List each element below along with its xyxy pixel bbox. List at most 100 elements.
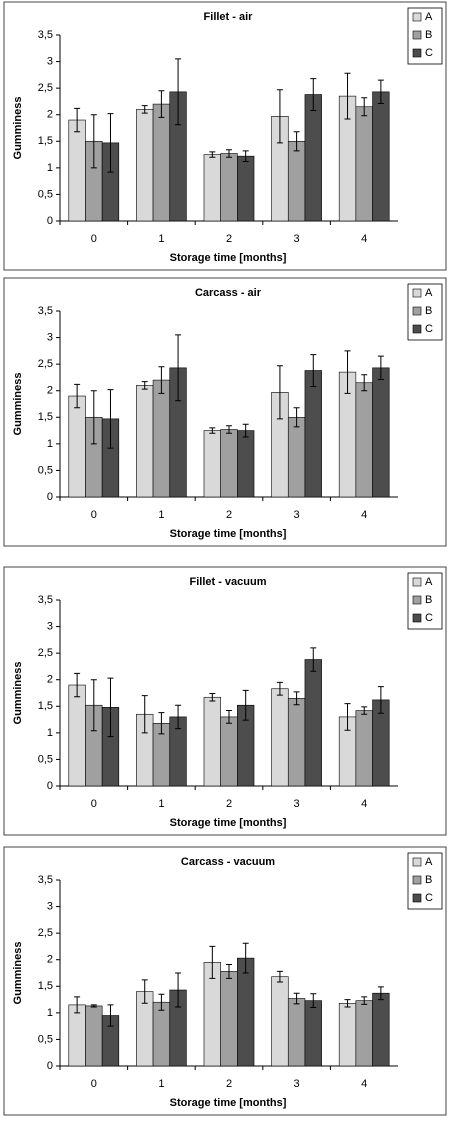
legend-label: A (425, 576, 433, 588)
x-tick-label: 0 (91, 233, 97, 245)
panel-border (3, 1, 447, 271)
legend-label: A (425, 856, 433, 868)
error-bar (310, 647, 317, 672)
y-tick-label: 1 (47, 1007, 53, 1019)
error-bar (175, 334, 182, 402)
error-bar (310, 78, 317, 111)
bar (237, 430, 255, 498)
y-axis-title: Gumminess (12, 662, 24, 725)
bar (304, 659, 322, 787)
bar (220, 153, 238, 222)
x-tick-label: 1 (158, 798, 164, 810)
y-tick-label: 2 (47, 954, 53, 966)
x-tick-label: 1 (158, 1078, 164, 1090)
bar (355, 1000, 373, 1067)
error-bar (361, 706, 368, 715)
x-axis-title: Storage time [months] (170, 817, 287, 829)
error-bar (74, 996, 81, 1014)
y-tick-label: 1,5 (38, 980, 53, 992)
error-bar (158, 366, 165, 394)
error-bar (226, 963, 232, 979)
error-bar (344, 350, 351, 394)
error-bar (226, 425, 232, 434)
bar (287, 998, 306, 1067)
y-tick-label: 3 (47, 620, 53, 632)
bar (355, 106, 373, 222)
bar (203, 154, 221, 222)
y-tick-label: 2 (47, 109, 53, 121)
legend-swatch (412, 30, 422, 40)
error-bar (361, 374, 368, 392)
error-bar (377, 986, 384, 1001)
y-axis-title: Gumminess (12, 942, 24, 1005)
error-bar (293, 131, 300, 152)
y-tick-label: 3,5 (38, 874, 53, 886)
x-tick-label: 1 (158, 233, 164, 245)
chart-title: Carcass - vacuum (181, 856, 275, 868)
error-bar (226, 149, 232, 158)
chart-title: Fillet - air (204, 11, 254, 23)
y-tick-label: 0 (47, 491, 53, 503)
bar (68, 395, 86, 498)
legend-swatch (412, 613, 422, 623)
y-tick-label: 1,5 (38, 135, 53, 147)
error-bar (344, 703, 351, 731)
error-bar (107, 389, 114, 449)
bar (304, 370, 322, 498)
bar (287, 140, 306, 222)
legend-swatch (412, 893, 422, 903)
bar (287, 416, 306, 498)
error-bar (209, 945, 216, 979)
panel-border (3, 566, 447, 836)
error-bar (344, 999, 351, 1008)
x-tick-label: 4 (361, 1078, 367, 1090)
error-bar (293, 407, 300, 428)
error-bar (377, 355, 384, 381)
error-bar (158, 712, 165, 735)
legend-swatch (412, 324, 422, 334)
y-tick-label: 1,5 (38, 700, 53, 712)
bar (220, 971, 238, 1067)
error-bar (209, 151, 216, 158)
y-tick-label: 3,5 (38, 29, 53, 41)
legend-swatch (412, 857, 422, 867)
x-tick-label: 0 (91, 509, 97, 521)
bar (85, 1005, 103, 1067)
y-tick-label: 1,5 (38, 411, 53, 423)
legend-swatch (412, 595, 422, 605)
error-bar (276, 89, 283, 144)
panel-border (3, 277, 447, 547)
legend-swatch (412, 48, 422, 58)
x-tick-label: 0 (91, 1078, 97, 1090)
error-bar (344, 72, 351, 120)
error-bar (158, 90, 165, 118)
bar (237, 957, 255, 1067)
bar (220, 429, 238, 498)
error-bar (242, 689, 249, 721)
y-tick-label: 0,5 (38, 1033, 53, 1045)
error-bar (107, 1004, 114, 1027)
bar (372, 992, 390, 1067)
bar (372, 367, 390, 498)
error-bar (175, 704, 182, 730)
bar (152, 1001, 171, 1067)
x-tick-label: 2 (226, 798, 232, 810)
error-bar (141, 979, 148, 1004)
bar (287, 698, 306, 787)
y-axis-title: Gumminess (12, 97, 24, 160)
legend-label: A (425, 287, 433, 299)
bar (372, 91, 390, 222)
legend-label: C (425, 612, 433, 624)
y-tick-label: 3 (47, 331, 53, 343)
error-bar (361, 97, 368, 117)
legend-label: A (425, 11, 433, 23)
x-axis-title: Storage time [months] (170, 1097, 287, 1109)
legend-swatch (412, 577, 422, 587)
bar (220, 716, 238, 787)
error-bar (242, 150, 249, 162)
y-tick-label: 0 (47, 780, 53, 792)
error-bar (90, 679, 97, 732)
y-tick-label: 0,5 (38, 753, 53, 765)
legend-swatch (412, 288, 422, 298)
